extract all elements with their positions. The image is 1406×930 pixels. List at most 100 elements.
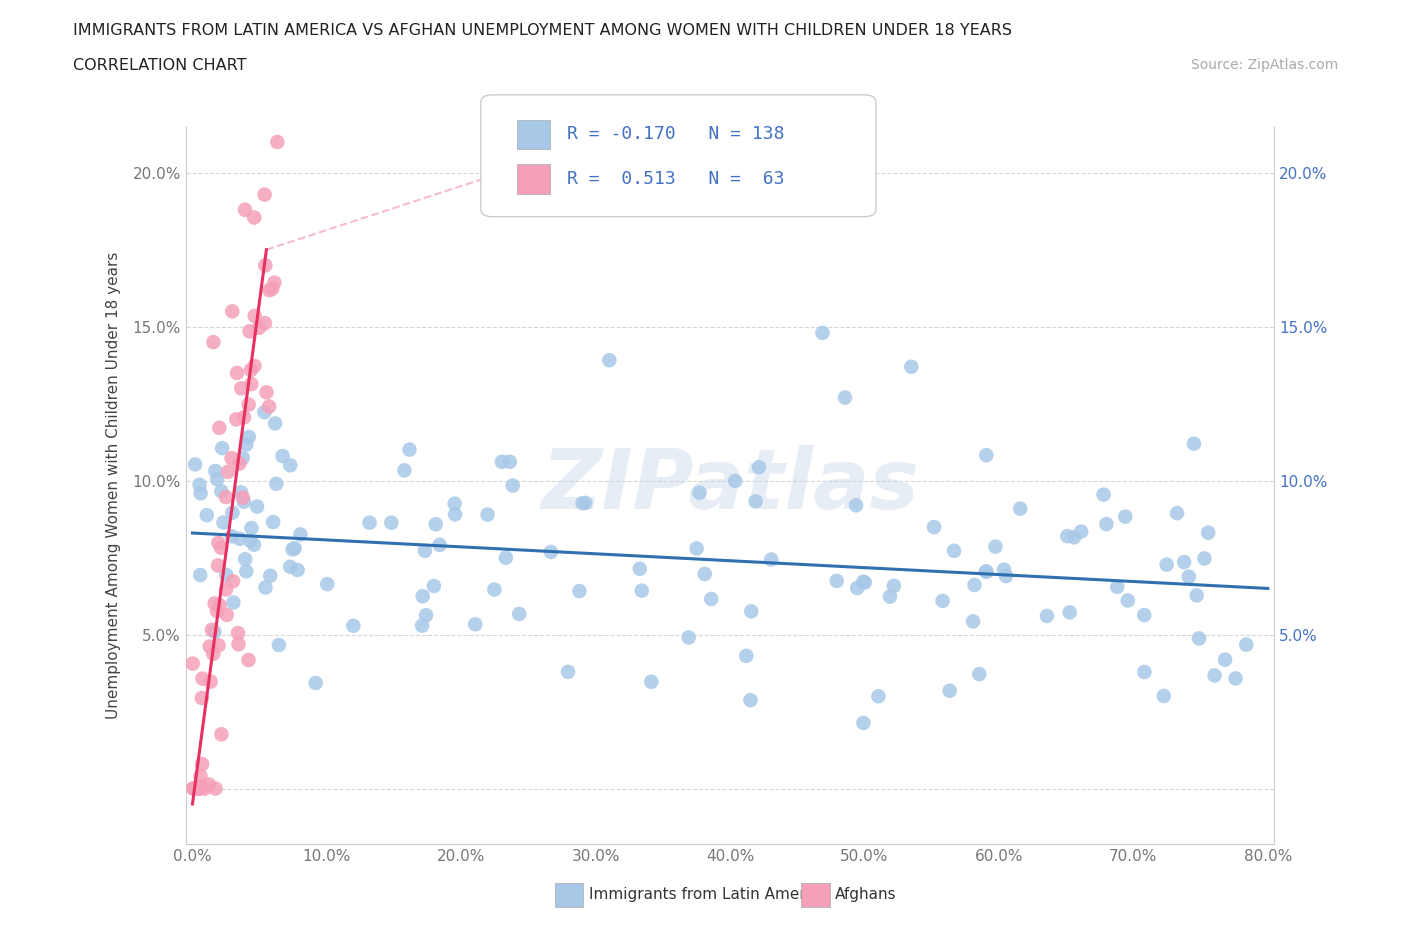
- Point: [207, 638, 229, 653]
- Point: [233, 410, 256, 425]
- Point: [1059, 604, 1081, 619]
- Point: [359, 515, 381, 530]
- Point: [243, 538, 266, 552]
- Point: [974, 564, 997, 578]
- Point: [883, 578, 905, 593]
- Point: [852, 715, 875, 730]
- Point: [228, 531, 250, 546]
- Point: [240, 521, 263, 536]
- Point: [1116, 593, 1139, 608]
- Point: [1188, 631, 1211, 645]
- Point: [879, 590, 901, 604]
- Point: [263, 275, 285, 290]
- Point: [181, 657, 204, 671]
- Point: [568, 584, 591, 599]
- Point: [229, 485, 252, 499]
- Point: [191, 671, 214, 686]
- Point: [761, 552, 783, 567]
- Point: [243, 309, 266, 324]
- Point: [267, 638, 290, 653]
- Point: [995, 568, 1018, 583]
- Point: [204, 463, 226, 478]
- Point: [233, 203, 256, 218]
- Point: [271, 448, 294, 463]
- Point: [181, 781, 204, 796]
- Point: [598, 352, 620, 367]
- Y-axis label: Unemployment Among Women with Children Under 18 years: Unemployment Among Women with Children U…: [107, 252, 121, 719]
- Text: Source: ZipAtlas.com: Source: ZipAtlas.com: [1191, 58, 1339, 72]
- Point: [208, 420, 231, 435]
- Point: [1107, 579, 1129, 594]
- Point: [228, 637, 250, 652]
- Point: [740, 693, 762, 708]
- Point: [226, 626, 249, 641]
- Point: [398, 442, 420, 457]
- Point: [198, 777, 221, 792]
- Point: [204, 781, 226, 796]
- Point: [247, 321, 270, 336]
- Point: [411, 618, 433, 633]
- Point: [499, 455, 522, 470]
- Point: [1185, 588, 1208, 603]
- Point: [931, 593, 953, 608]
- Point: [259, 568, 281, 583]
- Point: [984, 539, 1007, 554]
- Point: [207, 558, 229, 573]
- Point: [477, 507, 499, 522]
- Point: [508, 606, 530, 621]
- Text: IMMIGRANTS FROM LATIN AMERICA VS AFGHAN UNEMPLOYMENT AMONG WOMEN WITH CHILDREN U: IMMIGRANTS FROM LATIN AMERICA VS AFGHAN …: [73, 23, 1012, 38]
- Point: [204, 596, 226, 611]
- Point: [1166, 506, 1188, 521]
- Point: [853, 575, 876, 590]
- Point: [205, 472, 228, 486]
- Point: [443, 497, 465, 512]
- Point: [1036, 608, 1059, 623]
- Point: [1056, 529, 1078, 544]
- Point: [845, 498, 868, 512]
- Point: [1178, 569, 1201, 584]
- Point: [198, 639, 221, 654]
- Point: [243, 210, 266, 225]
- Point: [183, 781, 205, 796]
- Point: [380, 515, 402, 530]
- Point: [278, 559, 301, 574]
- Point: [257, 399, 280, 414]
- Point: [413, 543, 436, 558]
- Point: [1063, 530, 1085, 545]
- Point: [225, 412, 247, 427]
- Point: [187, 781, 209, 796]
- Point: [287, 563, 309, 578]
- Point: [191, 691, 214, 706]
- Point: [740, 604, 762, 618]
- Point: [628, 562, 651, 577]
- Point: [226, 365, 249, 380]
- Point: [943, 543, 966, 558]
- Point: [1010, 501, 1032, 516]
- Point: [266, 135, 288, 150]
- Point: [900, 359, 922, 374]
- Point: [221, 451, 243, 466]
- Point: [491, 455, 513, 470]
- Point: [246, 499, 269, 514]
- Point: [316, 577, 339, 591]
- Point: [238, 324, 260, 339]
- Point: [254, 258, 277, 272]
- Point: [209, 727, 232, 742]
- Point: [238, 397, 260, 412]
- Point: [693, 566, 716, 581]
- Point: [444, 507, 467, 522]
- Point: [922, 520, 945, 535]
- Point: [243, 358, 266, 373]
- Point: [305, 675, 328, 690]
- Point: [207, 536, 229, 551]
- Point: [256, 385, 278, 400]
- Point: [228, 456, 250, 471]
- Point: [688, 485, 710, 500]
- Point: [412, 589, 434, 604]
- Point: [262, 514, 284, 529]
- Point: [1133, 607, 1156, 622]
- Point: [425, 517, 447, 532]
- Point: [235, 564, 257, 578]
- Point: [1092, 487, 1115, 502]
- Point: [1225, 671, 1247, 685]
